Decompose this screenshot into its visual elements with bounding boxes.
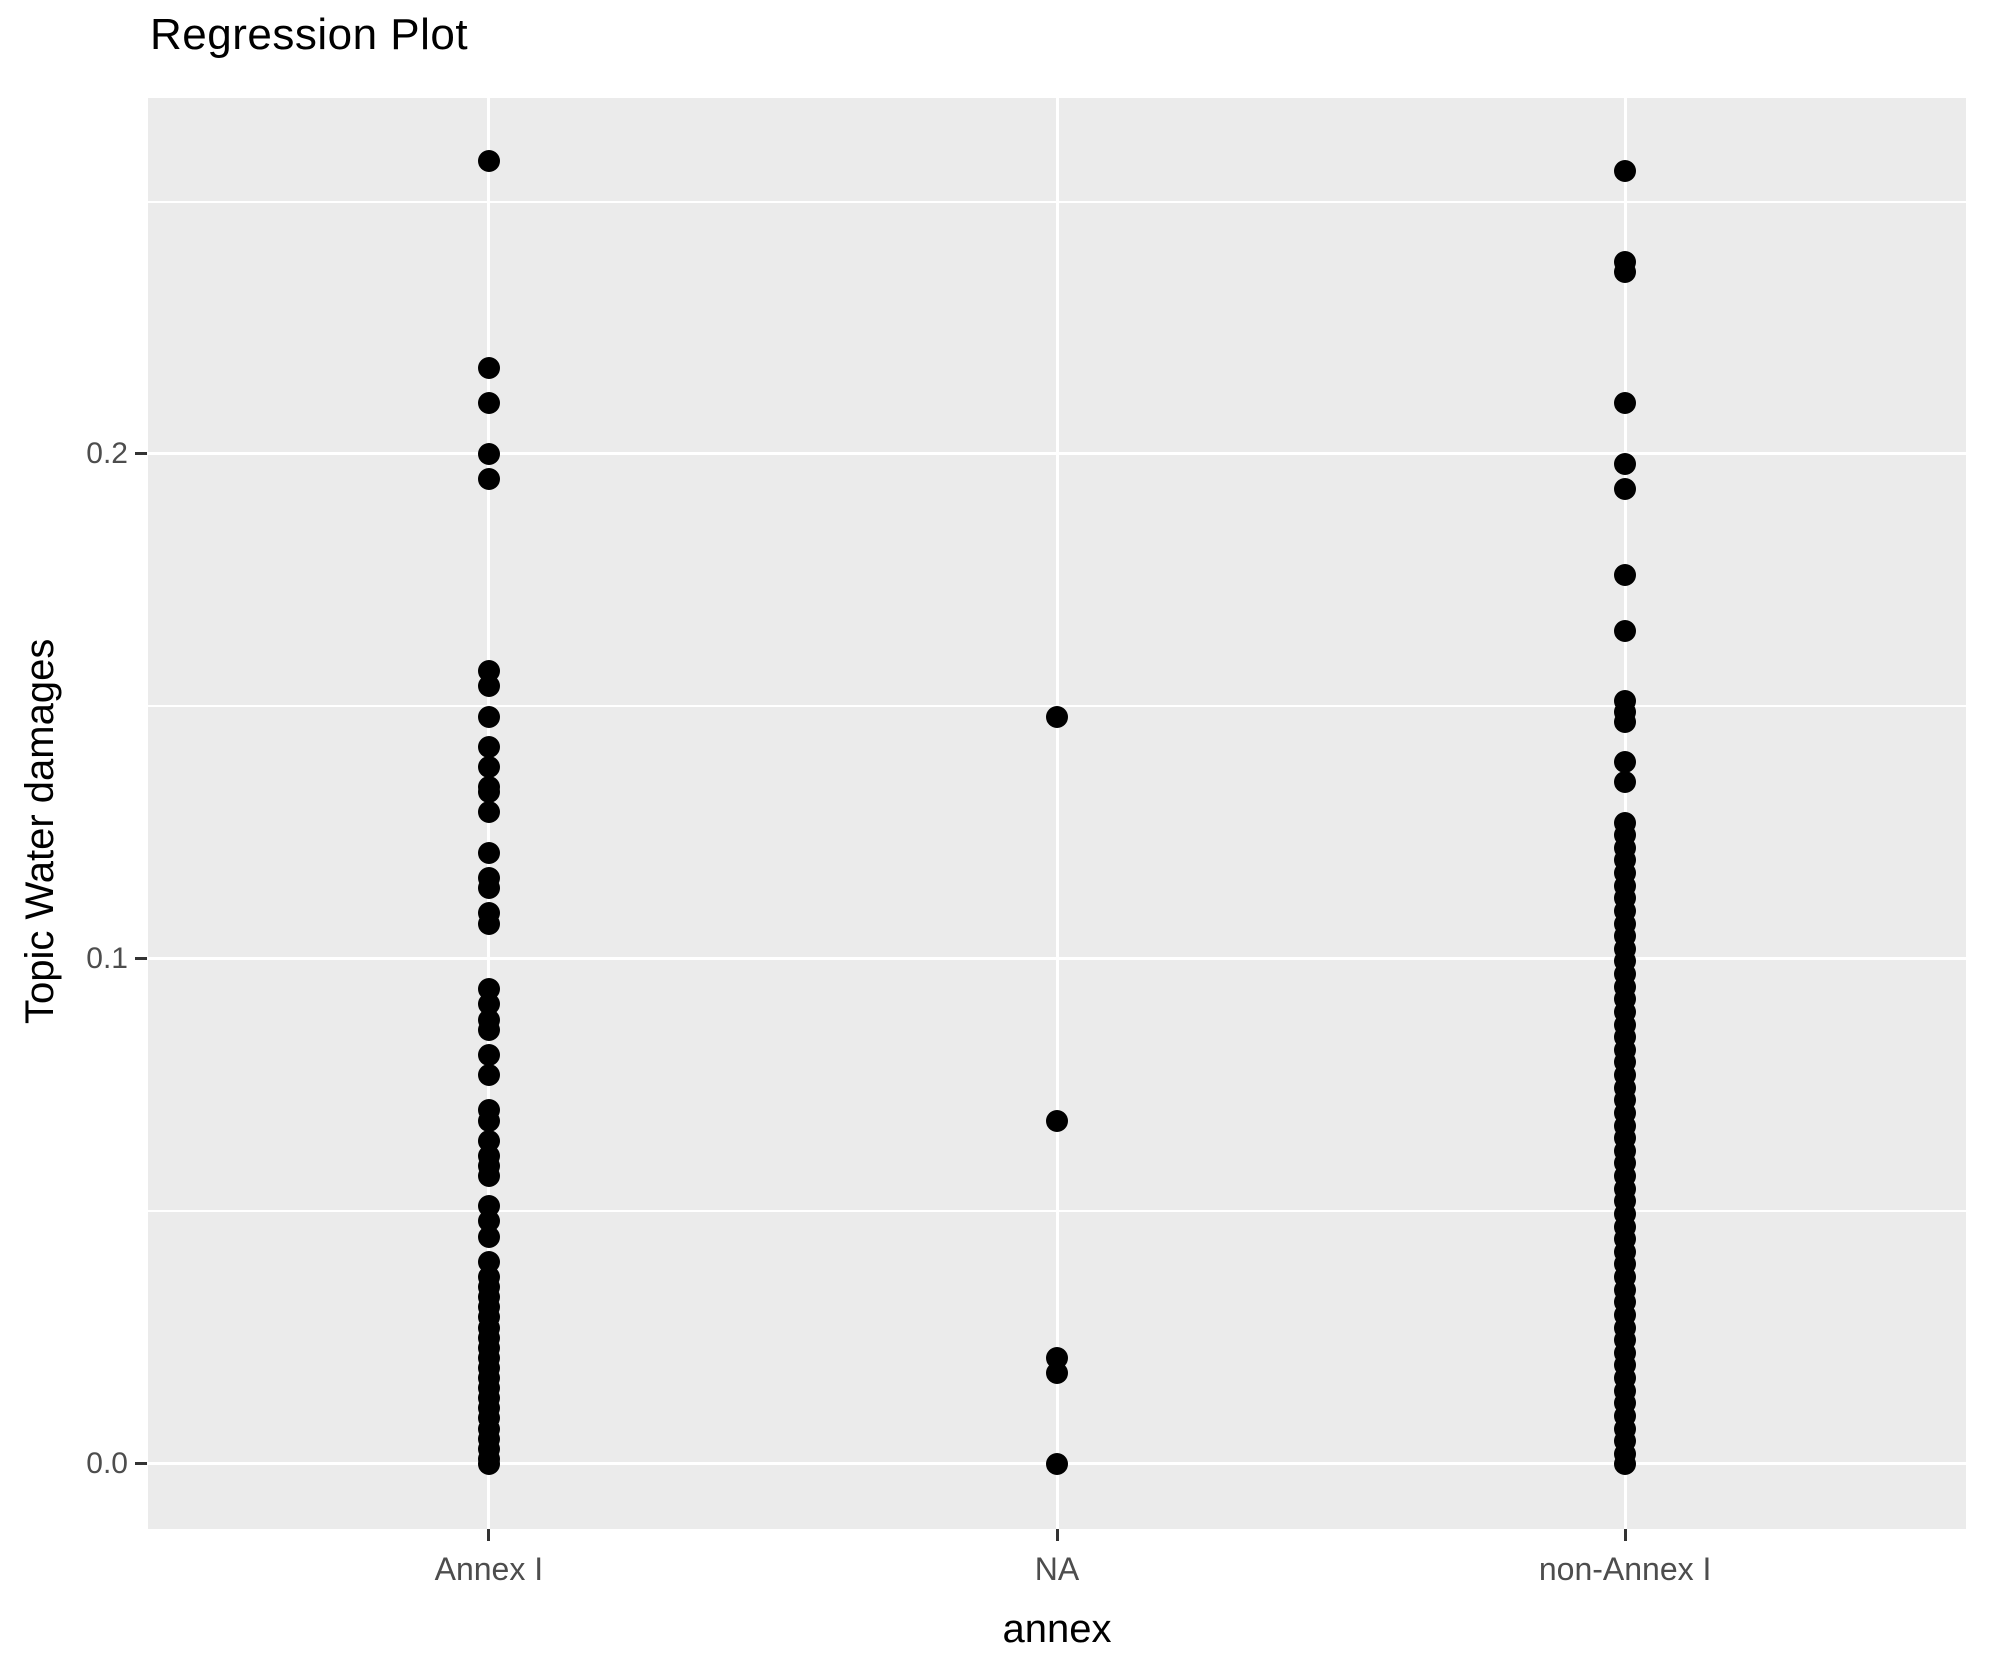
y-axis-title: Topic Water damages bbox=[18, 638, 62, 1024]
data-point bbox=[477, 675, 500, 698]
data-point bbox=[477, 841, 500, 864]
data-point bbox=[1046, 1109, 1068, 1132]
x-axis-tick bbox=[1055, 1529, 1059, 1541]
data-point bbox=[477, 781, 500, 804]
data-point bbox=[1614, 710, 1637, 733]
y-tick-label: 0.2 bbox=[86, 436, 128, 470]
y-axis-tick bbox=[135, 957, 147, 961]
category-gridline bbox=[1055, 98, 1059, 1529]
data-point bbox=[477, 1018, 500, 1041]
data-point bbox=[477, 468, 500, 491]
data-point bbox=[477, 150, 500, 173]
y-axis-tick bbox=[135, 1462, 147, 1466]
data-point bbox=[1614, 478, 1637, 501]
y-tick-label: 0.0 bbox=[86, 1446, 128, 1480]
x-tick-label: NA bbox=[1034, 1551, 1080, 1587]
data-point bbox=[477, 756, 500, 779]
data-point bbox=[477, 1165, 500, 1188]
plot-panel bbox=[148, 98, 1966, 1529]
data-point bbox=[1614, 564, 1637, 587]
data-point bbox=[477, 392, 500, 415]
data-point bbox=[1046, 1361, 1068, 1384]
x-axis-title: annex bbox=[1002, 1607, 1112, 1651]
data-point bbox=[1614, 1452, 1637, 1475]
data-point bbox=[1614, 750, 1637, 773]
data-point bbox=[477, 1225, 500, 1248]
data-point bbox=[1046, 705, 1068, 728]
x-tick-label: Annex I bbox=[434, 1551, 544, 1587]
y-tick-label: 0.1 bbox=[86, 941, 128, 975]
data-point bbox=[477, 357, 500, 380]
data-point bbox=[1614, 392, 1637, 415]
data-point bbox=[477, 1064, 500, 1087]
data-point bbox=[477, 912, 500, 935]
data-point bbox=[477, 877, 500, 900]
plot-title: Regression Plot bbox=[150, 10, 469, 59]
data-point bbox=[477, 1043, 500, 1066]
data-point bbox=[477, 801, 500, 824]
data-point bbox=[1614, 619, 1637, 642]
x-axis-tick bbox=[1623, 1529, 1627, 1541]
y-axis-tick bbox=[135, 452, 147, 456]
data-point bbox=[1046, 1452, 1068, 1475]
data-point bbox=[1614, 261, 1637, 284]
data-point bbox=[1614, 771, 1637, 794]
x-axis-tick bbox=[487, 1529, 491, 1541]
data-point bbox=[1614, 453, 1637, 476]
data-point bbox=[477, 1452, 500, 1475]
data-point bbox=[477, 735, 500, 758]
data-point bbox=[1614, 160, 1637, 183]
data-point bbox=[477, 705, 500, 728]
data-point bbox=[477, 1109, 500, 1132]
data-point bbox=[477, 442, 500, 465]
x-tick-label: non-Annex I bbox=[1538, 1551, 1712, 1587]
